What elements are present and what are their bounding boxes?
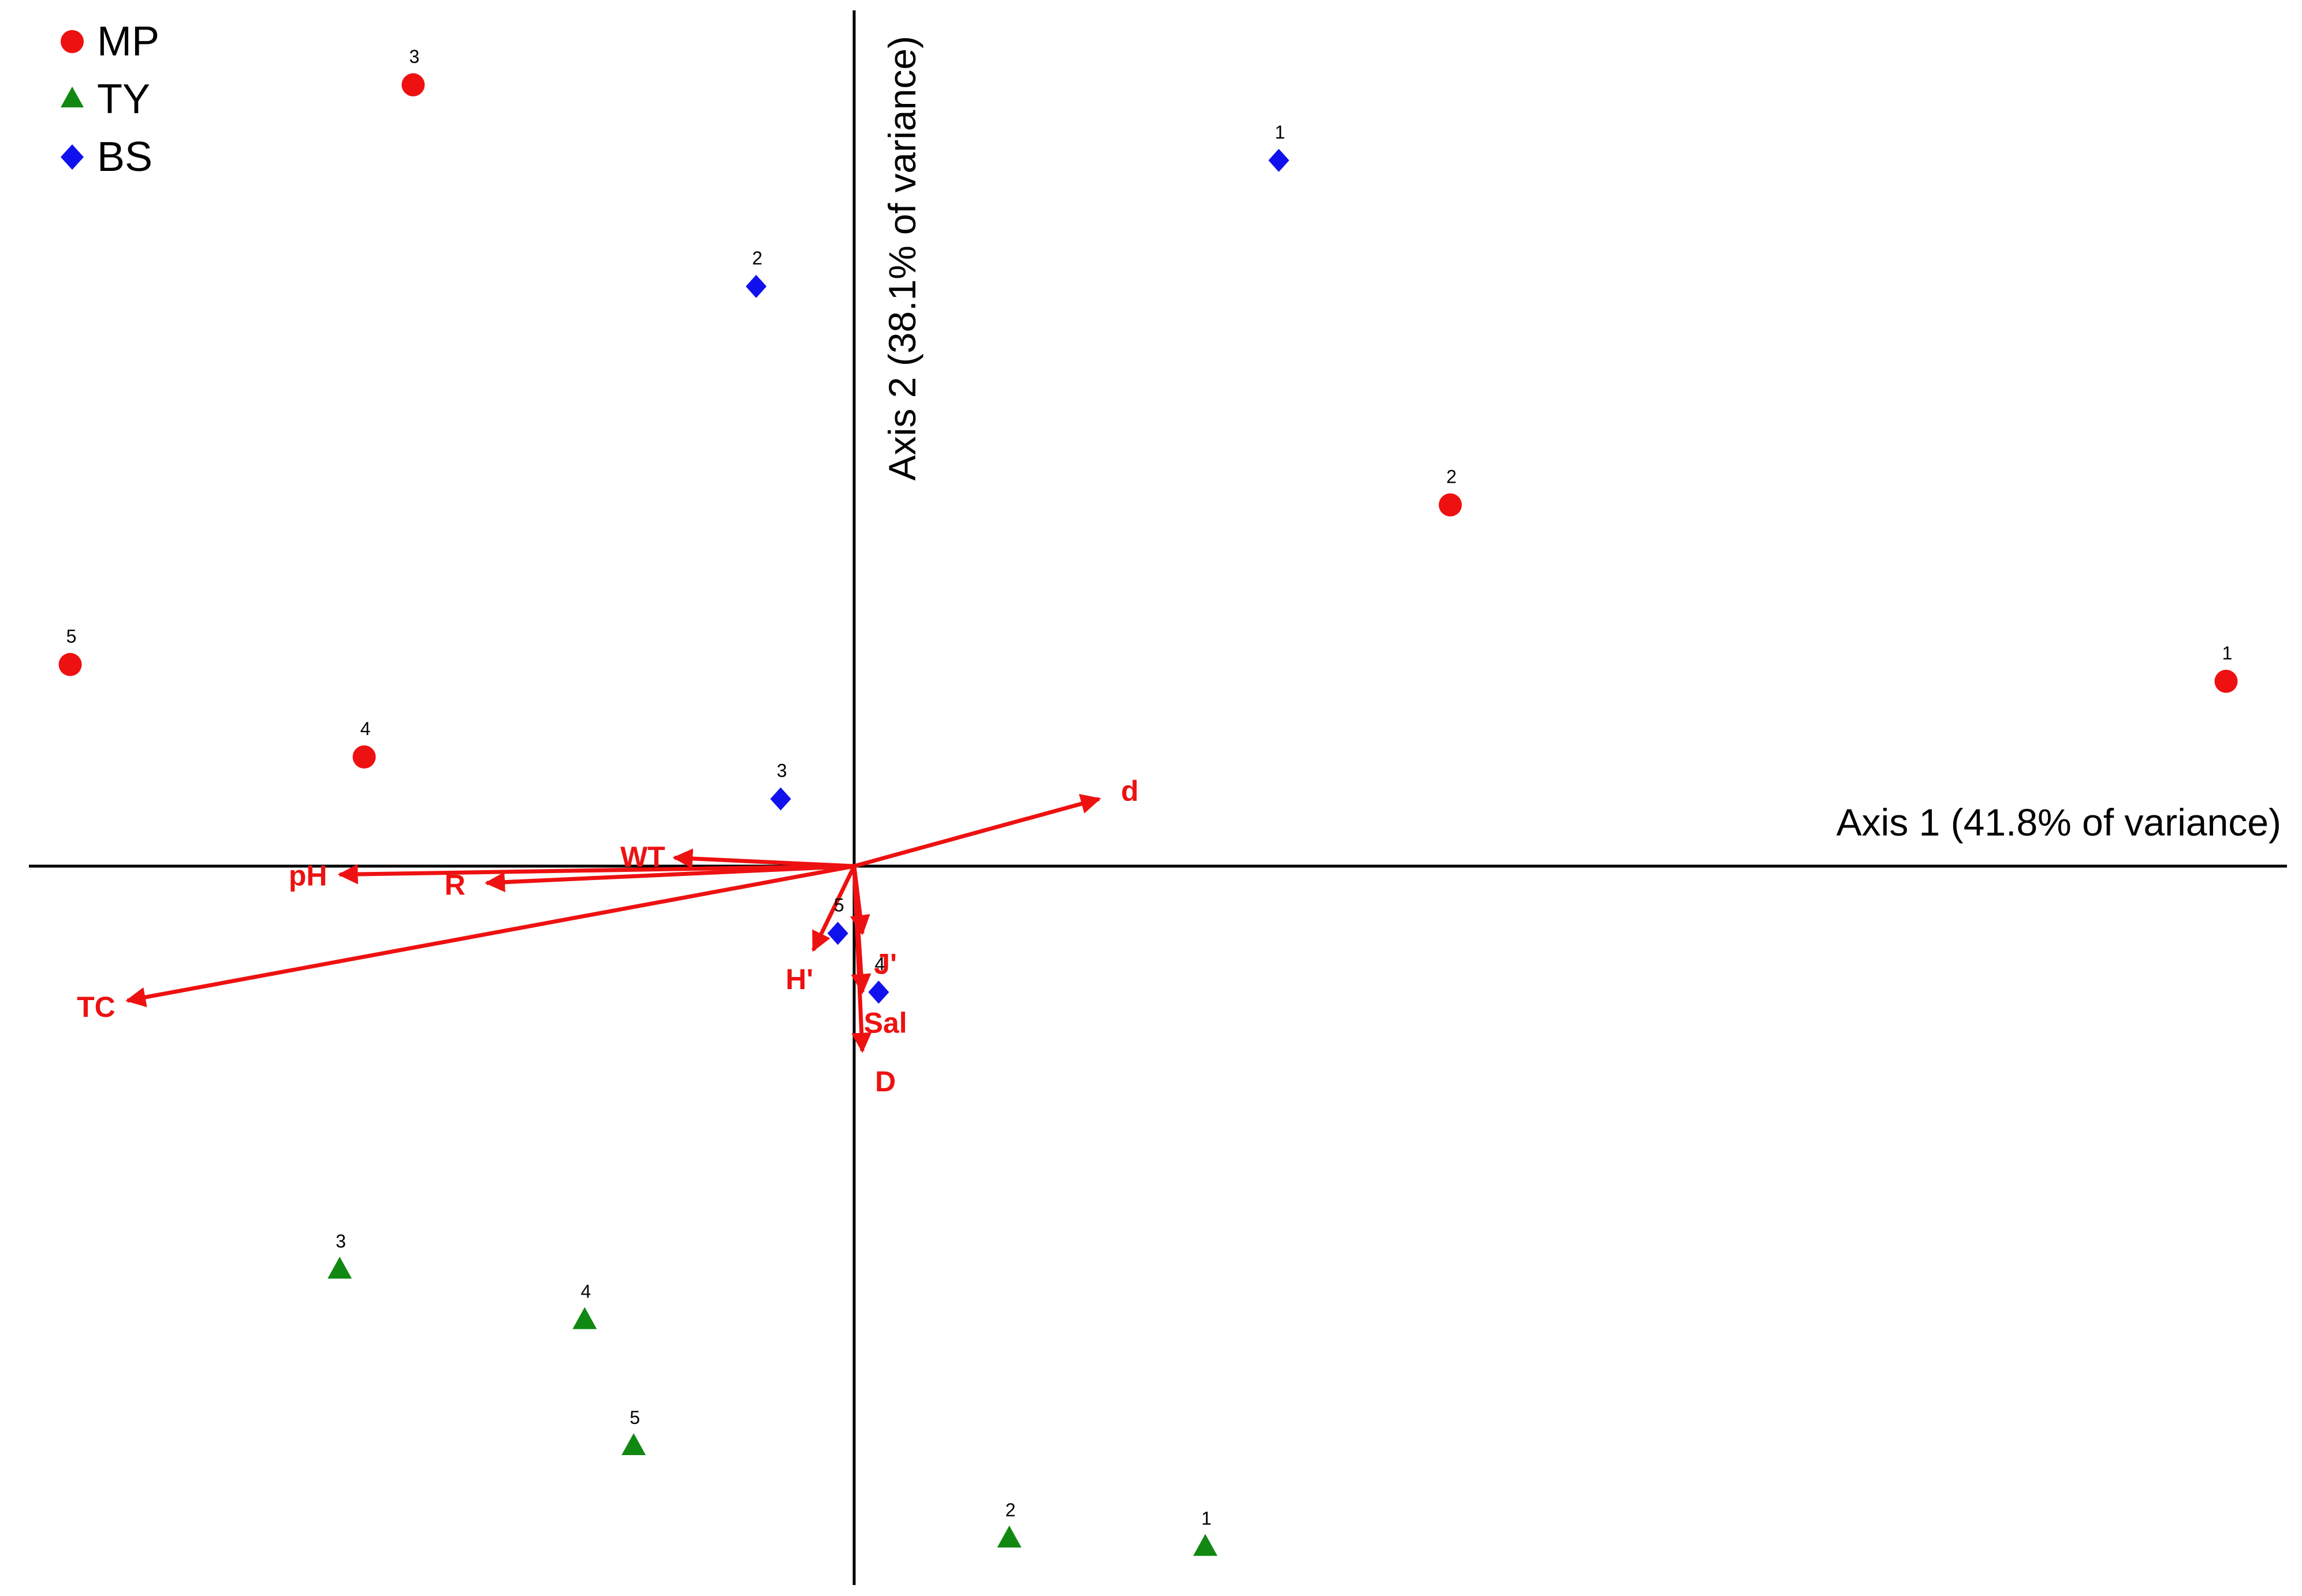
mp-point-2 [1439,493,1462,517]
vector-arrow-ph [337,864,855,885]
vector-label-j: J' [874,948,897,980]
ty-point-1-label: 1 [1201,1508,1212,1529]
vector-label-d: D [875,1065,896,1098]
legend-marker-bs [61,144,84,170]
bs-point-3 [770,787,791,811]
data-points: 1 2 3 4 5 1 2 3 4 5 1 2 3 4 5 [58,46,2238,1556]
mp-point-2-label: 2 [1446,466,1457,487]
y-axis-title: Axis 2 (38.1% of variance) [881,36,923,480]
legend: MP TY BS [61,18,159,180]
bs-point-2 [746,275,767,299]
mp-point-5-label: 5 [66,626,77,647]
bs-point-4-label: 4 [875,953,885,974]
ty-point-3 [327,1256,352,1279]
vector-label-r: R [445,869,465,901]
ty-point-1 [1193,1534,1218,1556]
vector-arrow-d [851,866,872,1053]
vector-label-ph: pH [289,859,327,892]
mp-point-1 [2214,669,2238,693]
legend-marker-ty [61,87,84,107]
mp-point-3 [401,73,425,96]
legend-item-bs: BS [61,134,152,180]
ty-point-2-label: 2 [1005,1500,1016,1520]
legend-marker-mp [61,30,84,53]
mp-point-5 [58,652,82,676]
ty-point-2 [997,1526,1022,1547]
mp-point-4 [352,745,376,769]
bs-point-1 [1268,148,1290,172]
legend-label-bs: BS [97,134,152,180]
bs-point-4 [868,980,889,1004]
vector-arrow-d [854,794,1101,868]
vector-label-h: H' [785,963,813,995]
mp-point-3-label: 3 [409,46,420,67]
bs-point-1-label: 1 [1275,122,1285,143]
x-axis-title: Axis 1 (41.8% of variance) [1837,801,2281,844]
mp-point-1-label: 1 [2222,643,2233,663]
vector-arrow-h [811,865,856,952]
axes: Axis 1 (41.8% of variance) Axis 2 (38.1%… [29,10,2287,1585]
vector-label-d: d [1121,775,1139,807]
bs-point-5 [827,922,848,945]
vector-arrow-r [485,864,855,893]
ty-point-4-label: 4 [580,1281,591,1302]
legend-label-mp: MP [97,18,159,65]
ty-point-5 [621,1433,646,1455]
vector-arrow-tc [125,864,855,1008]
bs-point-5-label: 5 [834,894,844,915]
legend-label-ty: TY [97,76,150,122]
ty-point-3-label: 3 [336,1230,346,1251]
bs-point-3-label: 3 [777,760,787,781]
bs-point-2-label: 2 [752,248,762,269]
legend-item-mp: MP [61,18,159,65]
ty-point-4 [572,1307,597,1329]
legend-item-ty: TY [61,76,150,122]
vector-label-tc: TC [77,991,116,1023]
vector-label-sal: Sal [864,1006,907,1039]
ty-point-5-label: 5 [629,1407,640,1428]
mp-point-4-label: 4 [360,718,371,739]
